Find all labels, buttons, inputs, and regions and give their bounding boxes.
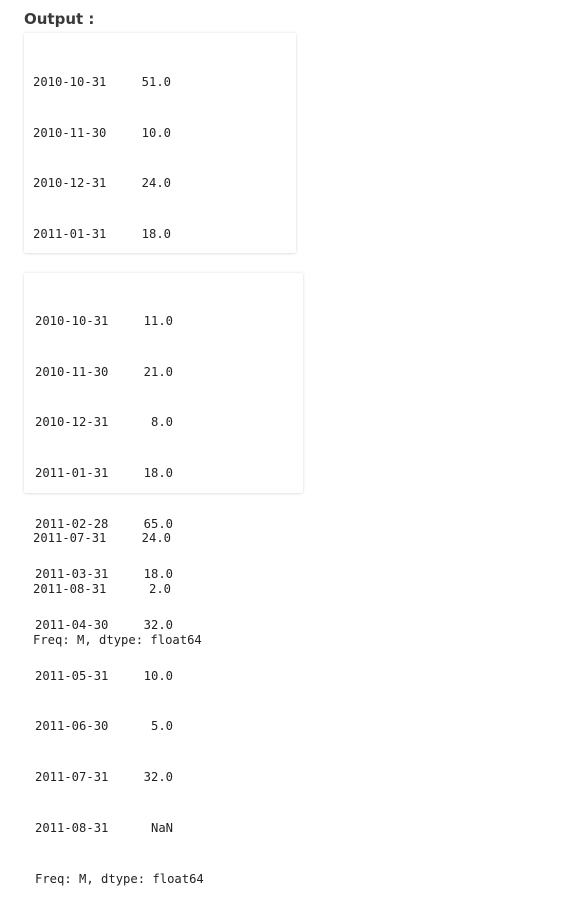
output-block-1: 2010-10-31 51.0 2010-11-30 10.0 2010-12-31… (24, 33, 296, 647)
row-date: 2011-03-31 (35, 567, 109, 582)
output-heading: Output : (24, 10, 95, 28)
series-row: 2010-11-30 21.0 (35, 364, 204, 381)
series-row: 2011-03-31 18.0 (35, 566, 204, 583)
row-date: 2011-04-30 (35, 618, 109, 633)
row-value: 32.0 (143, 770, 173, 785)
series-row: 2010-10-31 51.0 (33, 74, 202, 91)
series-row: 2011-05-31 10.0 (35, 668, 204, 685)
row-date: 2011-02-28 (35, 516, 109, 531)
row-date: 2010-12-31 (35, 415, 109, 430)
series-row: 2011-01-31 18.0 (33, 226, 202, 243)
series-row: 2011-07-31 32.0 (35, 769, 204, 786)
row-date: 2010-11-30 (35, 364, 109, 379)
row-date: 2010-11-30 (33, 125, 107, 140)
row-date: 2011-08-31 (35, 820, 109, 835)
row-value: 5.0 (150, 719, 173, 734)
row-date: 2011-06-30 (35, 719, 109, 734)
row-value: 18.0 (141, 226, 171, 241)
row-value: 18.0 (143, 567, 173, 582)
row-value: 24.0 (141, 176, 171, 191)
row-value: 65.0 (143, 516, 173, 531)
series-row: 2010-12-31 24.0 (33, 175, 202, 192)
series-output-2: 2010-10-31 11.0 2010-11-30 21.0 2010-12-31… (35, 279, 204, 921)
row-value: 18.0 (143, 465, 173, 480)
row-date: 2010-12-31 (33, 176, 107, 191)
row-value: 11.0 (143, 313, 173, 328)
row-value: NaN (150, 820, 173, 835)
series-row: 2010-10-31 11.0 (35, 313, 204, 330)
row-date: 2011-01-31 (33, 226, 107, 241)
row-date: 2011-05-31 (35, 668, 109, 683)
series-footer: Freq: M, dtype: float64 (35, 871, 204, 886)
series-row: 2010-12-31 8.0 (35, 414, 204, 431)
row-value: 32.0 (143, 618, 173, 633)
row-value: 8.0 (150, 415, 173, 430)
series-row: 2011-08-31 NaN (35, 820, 204, 837)
row-value: 51.0 (141, 74, 171, 89)
series-row: 2011-04-30 32.0 (35, 617, 204, 634)
row-date: 2010-10-31 (35, 313, 109, 328)
row-value: 10.0 (141, 125, 171, 140)
series-row: 2011-06-30 5.0 (35, 718, 204, 735)
row-date: 2010-10-31 (33, 74, 107, 89)
row-date: 2011-01-31 (35, 465, 109, 480)
series-row: 2011-01-31 18.0 (35, 465, 204, 482)
row-value: 21.0 (143, 364, 173, 379)
output-block-2: 2010-10-31 11.0 2010-11-30 21.0 2010-12-31… (24, 273, 303, 886)
series-row: 2010-11-30 10.0 (33, 125, 202, 142)
row-value: 10.0 (143, 668, 173, 683)
row-date: 2011-07-31 (35, 770, 109, 785)
series-row: 2011-02-28 65.0 (35, 516, 204, 533)
